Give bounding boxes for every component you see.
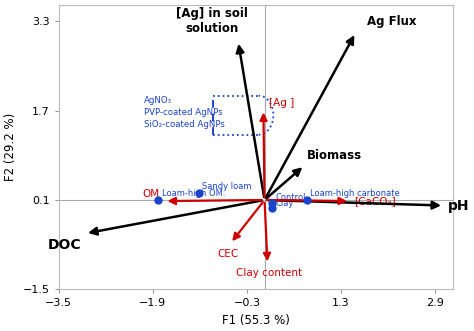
Text: Control: Control bbox=[275, 193, 306, 202]
Text: PVP-coated AgNPs: PVP-coated AgNPs bbox=[144, 108, 223, 117]
Text: AgNO₃: AgNO₃ bbox=[144, 96, 172, 105]
Text: Ag Flux: Ag Flux bbox=[367, 15, 417, 28]
Text: DOC: DOC bbox=[47, 238, 81, 252]
Text: Clay content: Clay content bbox=[236, 268, 302, 278]
Text: CEC: CEC bbox=[218, 249, 239, 259]
Text: [Ag] in soil
solution: [Ag] in soil solution bbox=[176, 7, 247, 35]
Text: Loam-high carbonate: Loam-high carbonate bbox=[310, 189, 400, 198]
Text: Loam-high OM.: Loam-high OM. bbox=[162, 189, 225, 198]
Text: [Ag ]: [Ag ] bbox=[269, 98, 294, 108]
X-axis label: F1 (55.3 %): F1 (55.3 %) bbox=[222, 314, 290, 327]
Text: pH: pH bbox=[448, 199, 470, 213]
Text: OM: OM bbox=[143, 189, 160, 199]
Text: [CaCO₃]: [CaCO₃] bbox=[354, 196, 396, 206]
Y-axis label: F2 (29.2 %): F2 (29.2 %) bbox=[4, 113, 17, 181]
Text: Biomass: Biomass bbox=[307, 149, 362, 162]
Text: Sandy loam: Sandy loam bbox=[202, 182, 252, 191]
Text: SiO₂-coated AgNPs: SiO₂-coated AgNPs bbox=[144, 119, 225, 128]
Text: Clay: Clay bbox=[275, 199, 293, 208]
